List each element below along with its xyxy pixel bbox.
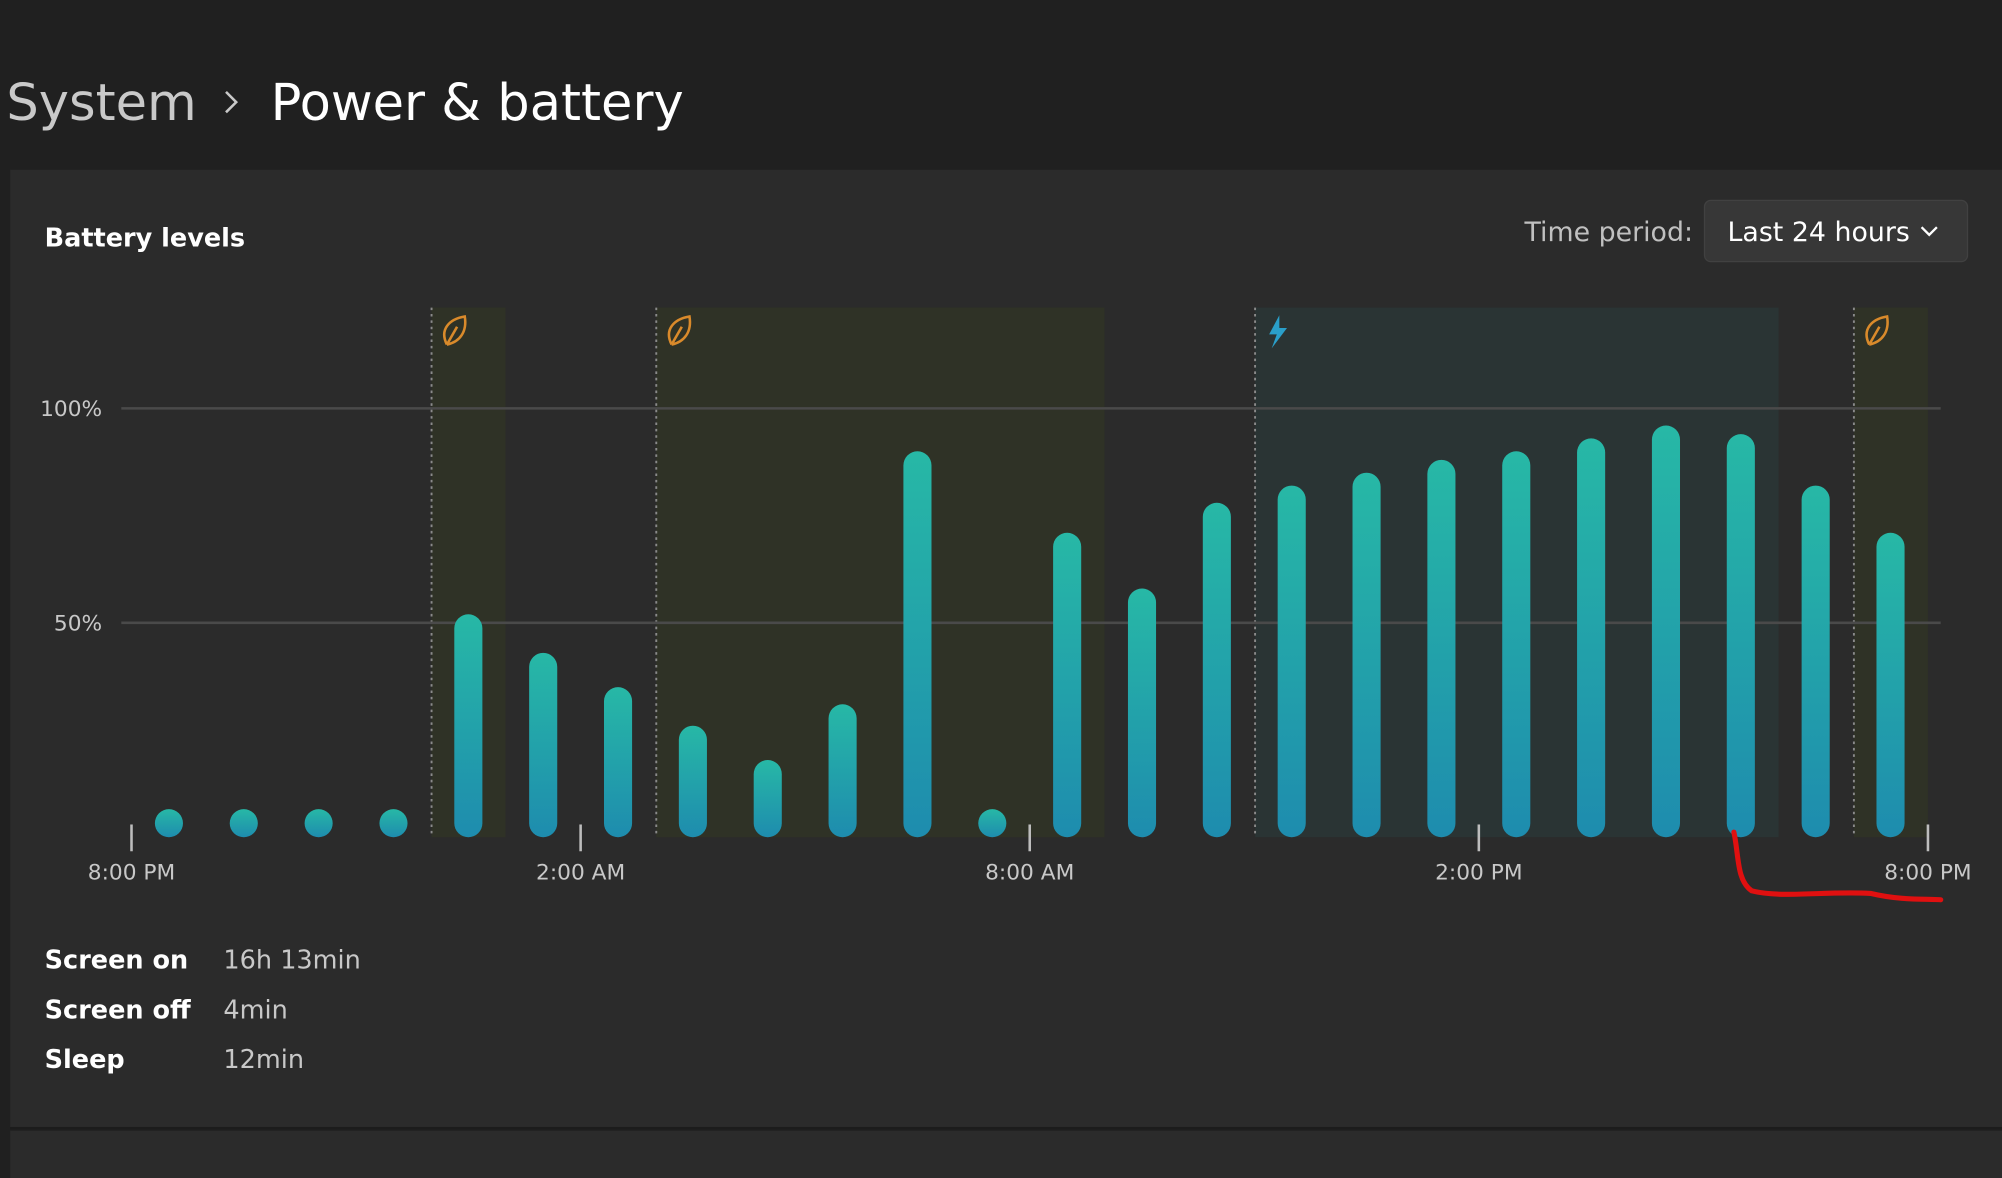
battery-bar: [379, 809, 408, 838]
stat-value: 16h 13min: [223, 946, 360, 976]
chart-title: Battery levels: [45, 223, 245, 253]
battery-bar: [154, 809, 183, 838]
battery-bar: [903, 451, 932, 838]
y-tick-label: 50%: [54, 611, 102, 636]
stat-label: Screen off: [45, 995, 191, 1025]
stat-label: Sleep: [45, 1045, 125, 1075]
x-tick-label: 2:00 PM: [1435, 860, 1522, 885]
y-tick-label: 100%: [40, 397, 102, 422]
x-tick-label: 8:00 AM: [985, 860, 1074, 885]
battery-bar: [1801, 485, 1830, 838]
plot: 50% 100% 8:00 PM 2:00 AM 8:00 AM 2:00 PM 8:00 …: [40, 397, 1972, 885]
battery-bar: [603, 687, 633, 838]
breadcrumb-chevron: [225, 90, 239, 114]
battery-bar: [304, 809, 333, 838]
energy-saver-period: [656, 307, 1105, 838]
battery-bar: [229, 809, 258, 838]
battery-bar: [828, 704, 857, 838]
battery-bar: [1277, 485, 1306, 838]
stat-label: Screen on: [45, 946, 188, 976]
dropdown-chevron: [1920, 226, 1938, 237]
time-period-dropdown[interactable]: [1703, 199, 1969, 263]
battery-bar: [1651, 425, 1681, 838]
stat-value: 4min: [223, 995, 287, 1025]
x-tick-label: 8:00 PM: [88, 860, 175, 885]
battery-bar: [454, 614, 483, 838]
battery-bar: [1202, 502, 1231, 838]
time-period-label: Time period:: [1523, 217, 1693, 248]
battery-bar: [753, 760, 782, 838]
leaf-icons: [443, 315, 1889, 346]
time-period-value[interactable]: Last 24 hours: [1727, 217, 1909, 248]
battery-bar: [1876, 532, 1905, 838]
breadcrumb-current: Power & battery: [271, 74, 684, 133]
battery-bar: [1127, 588, 1157, 838]
next-panel: [10, 1130, 2002, 1178]
battery-bar: [1502, 451, 1531, 838]
charging-icon: [1269, 315, 1287, 349]
x-tick-label: 8:00 PM: [1884, 860, 1971, 885]
period-markers: [430, 307, 1855, 838]
battery-bar: [1427, 459, 1456, 838]
breadcrumb-parent[interactable]: System: [6, 74, 196, 133]
x-tick-label: 2:00 AM: [536, 860, 625, 885]
battery-bar: [529, 652, 558, 838]
stat-value: 12min: [223, 1045, 304, 1075]
red-annotation: [1731, 829, 1944, 903]
battery-bar: [1577, 438, 1606, 838]
battery-bar: [978, 809, 1007, 838]
battery-bar: [1352, 472, 1381, 838]
battery-bar: [1726, 434, 1755, 838]
battery-bar: [678, 725, 707, 838]
stats: Screen on 16h 13min Screen off 4min Sleep 12m…: [45, 946, 361, 1076]
battery-bar: [1053, 532, 1082, 838]
